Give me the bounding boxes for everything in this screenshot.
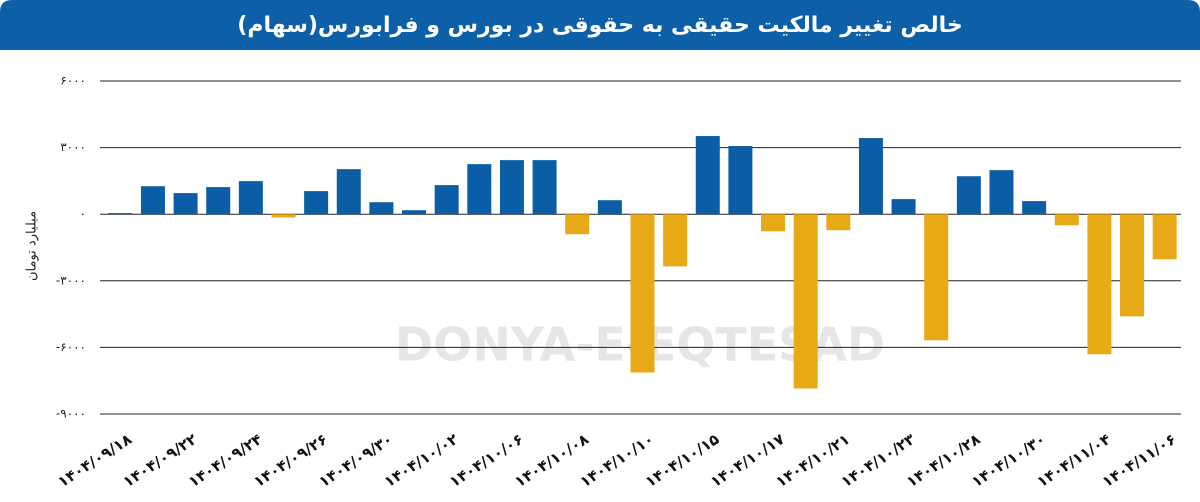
bar — [1152, 214, 1177, 260]
bar — [402, 210, 427, 215]
bar — [597, 200, 622, 215]
bar — [434, 185, 459, 215]
chart-title: خالص تغییر مالکیت حقیقی به حقوقی در بورس… — [237, 13, 962, 38]
bar — [206, 187, 231, 215]
x-tick-label: ۱۴۰۴/۱۱/۰۶ — [1099, 430, 1179, 491]
bar — [989, 170, 1014, 215]
bar — [826, 214, 851, 231]
bar — [924, 214, 949, 341]
bar — [793, 214, 818, 389]
bar — [565, 214, 590, 235]
bar — [173, 193, 198, 215]
bar — [1120, 214, 1145, 317]
bar — [499, 160, 524, 215]
bar — [532, 160, 557, 215]
bar — [858, 138, 883, 215]
bar — [1022, 201, 1047, 215]
bar — [1087, 214, 1112, 355]
bar — [467, 164, 492, 215]
bar — [336, 169, 361, 215]
bar — [663, 214, 688, 267]
bar — [695, 136, 720, 215]
bar — [238, 181, 263, 215]
y-tick-label: ۰ — [80, 207, 86, 221]
bar — [630, 214, 655, 373]
bar — [369, 202, 394, 215]
y-tick-label: -۹۰۰۰ — [56, 407, 86, 421]
bar — [761, 214, 786, 232]
bar — [728, 146, 753, 215]
y-axis-label: میلیارد تومان — [25, 211, 40, 281]
bar — [956, 176, 981, 215]
bar — [271, 214, 296, 218]
title-banner — [0, 0, 1200, 50]
bar — [304, 191, 329, 215]
y-tick-label: ۶۰۰۰ — [60, 74, 86, 88]
bar — [891, 199, 916, 215]
y-tick-label: -۳۰۰۰ — [56, 273, 86, 287]
bar — [1054, 214, 1079, 226]
bar — [140, 186, 165, 215]
y-tick-label: ۳۰۰۰ — [60, 140, 86, 154]
y-tick-label: -۶۰۰۰ — [56, 340, 86, 354]
bar — [108, 213, 133, 215]
